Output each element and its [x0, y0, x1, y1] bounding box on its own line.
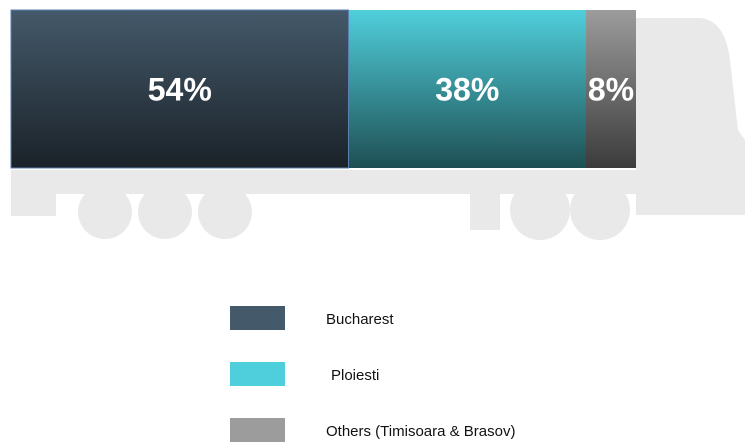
legend-label: Ploiesti: [331, 367, 379, 384]
legend-swatch: [230, 306, 285, 330]
truck-silhouette: [11, 18, 745, 240]
bar-shade: [586, 10, 636, 168]
legend-swatch: [230, 418, 285, 442]
bar-shade: [11, 10, 349, 168]
legend-label: Others (Timisoara & Brasov): [326, 423, 516, 440]
bar-shade: [348, 10, 586, 168]
legend-label: Bucharest: [326, 311, 394, 328]
value-label: 8%: [588, 71, 634, 107]
value-label: 54%: [148, 71, 212, 107]
legend-swatch: [230, 362, 285, 386]
bar-outline: [10, 9, 349, 169]
value-label: 38%: [435, 71, 499, 107]
